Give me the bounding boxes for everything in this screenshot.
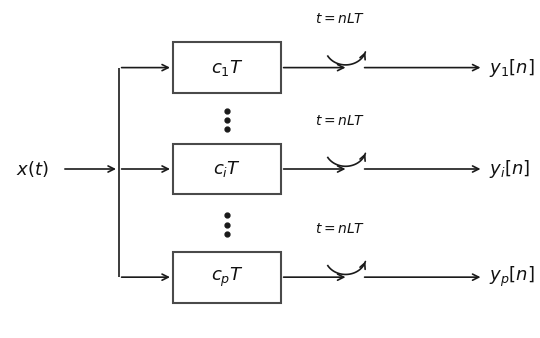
Text: $t=nLT$: $t=nLT$ <box>315 222 366 236</box>
Text: $t=nLT$: $t=nLT$ <box>315 13 366 26</box>
Text: $c_1T$: $c_1T$ <box>211 57 243 78</box>
Text: $c_iT$: $c_iT$ <box>213 159 241 179</box>
FancyBboxPatch shape <box>173 144 281 194</box>
FancyBboxPatch shape <box>173 42 281 93</box>
Text: $x(t)$: $x(t)$ <box>16 159 49 179</box>
FancyBboxPatch shape <box>173 252 281 303</box>
Text: $y_i[n]$: $y_i[n]$ <box>489 158 530 180</box>
Text: $t=nLT$: $t=nLT$ <box>315 114 366 128</box>
Text: $y_1[n]$: $y_1[n]$ <box>489 56 534 79</box>
Text: $y_p[n]$: $y_p[n]$ <box>489 265 534 289</box>
Text: $c_pT$: $c_pT$ <box>211 266 243 289</box>
